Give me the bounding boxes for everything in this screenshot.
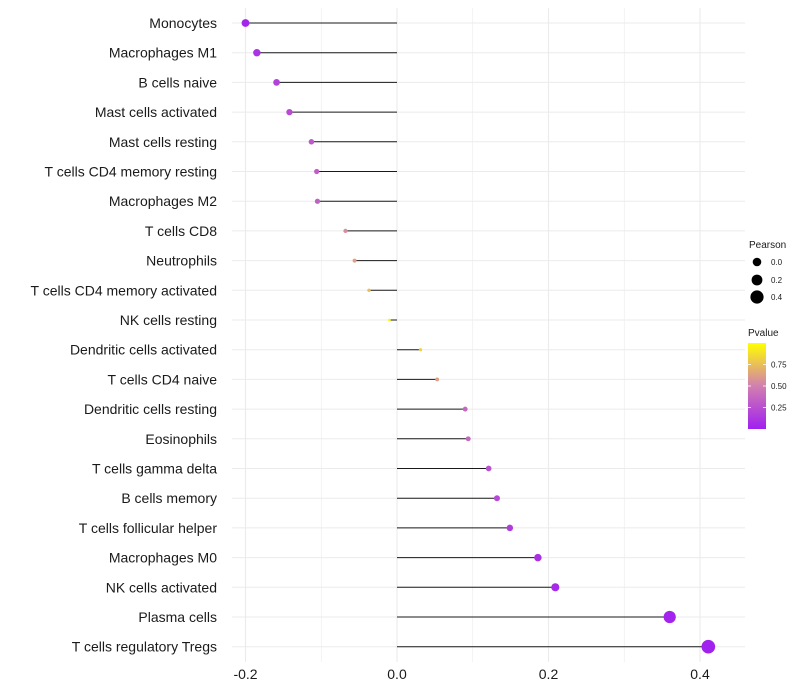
point-t-cells-cd4-memory-resting: [314, 168, 320, 175]
point-t-cells-follicular-helper: [506, 524, 514, 532]
legend: Pearson 0.0 0.2 0.4 Pvalue 0.75 0.50 0.25: [748, 240, 787, 429]
point-t-cells-gamma-delta: [485, 465, 492, 472]
category-label-monocytes: Monocytes: [149, 15, 217, 31]
color-legend-label: 0.25: [771, 404, 787, 413]
point-b-cells-naive: [273, 79, 280, 86]
size-legend-dot: [750, 290, 764, 304]
category-label-plasma-cells: Plasma cells: [138, 609, 217, 625]
color-legend-label: 0.50: [771, 382, 787, 391]
point-eosinophils: [465, 436, 471, 442]
color-legend-title: Pvalue: [748, 328, 779, 339]
point-t-cells-cd8: [343, 228, 348, 234]
point-b-cells-memory: [493, 495, 500, 502]
point-monocytes: [241, 19, 250, 27]
point-t-cells-cd4-memory-activated: [367, 288, 371, 293]
point-t-cells-regulatory-tregs: [701, 639, 716, 654]
point-macrophages-m1: [253, 48, 261, 57]
size-legend-dot: [752, 257, 762, 267]
category-label-t-cells-cd8: T cells CD8: [145, 223, 217, 239]
category-label-eosinophils: Eosinophils: [145, 431, 217, 447]
x-tick-label: 0.0: [387, 666, 407, 682]
category-label-nk-cells-resting: NK cells resting: [120, 312, 217, 328]
stem-layer: [245, 22, 709, 648]
point-dendritic-cells-resting: [462, 406, 468, 412]
category-label-dendritic-cells-activated: Dendritic cells activated: [70, 342, 217, 358]
category-label-nk-cells-activated: NK cells activated: [106, 579, 217, 595]
category-label-t-cells-follicular-helper: T cells follicular helper: [79, 520, 218, 536]
category-label-b-cells-naive: B cells naive: [138, 74, 217, 90]
size-legend-items: 0.0 0.2 0.4: [750, 257, 783, 304]
category-label-macrophages-m2: Macrophages M2: [109, 193, 217, 209]
point-macrophages-m0: [534, 553, 542, 562]
point-neutrophils: [352, 258, 357, 263]
category-label-t-cells-cd4-memory-resting: T cells CD4 memory resting: [45, 164, 217, 180]
size-legend-dot: [751, 274, 763, 286]
point-mast-cells-activated: [286, 108, 293, 116]
category-label-neutrophils: Neutrophils: [146, 253, 217, 269]
point-nk-cells-activated: [551, 583, 560, 592]
grid-layer: [232, 8, 745, 662]
size-legend-label: 0.2: [771, 276, 783, 285]
category-labels: Monocytes Macrophages M1 B cells naive Mast…: [31, 15, 218, 655]
color-legend-items: 0.75 0.50 0.25: [748, 361, 787, 413]
x-tick-label: -0.2: [233, 666, 257, 682]
size-legend-label: 0.0: [771, 258, 783, 267]
point-mast-cells-resting: [308, 139, 315, 145]
category-label-t-cells-gamma-delta: T cells gamma delta: [92, 461, 217, 477]
point-layer: [241, 19, 716, 654]
x-tick-label: 0.4: [690, 666, 710, 682]
point-macrophages-m2: [314, 198, 321, 204]
x-tick-label: 0.2: [539, 666, 559, 682]
category-label-t-cells-cd4-naive: T cells CD4 naive: [108, 371, 218, 387]
category-label-b-cells-memory: B cells memory: [121, 490, 217, 506]
category-label-mast-cells-resting: Mast cells resting: [109, 134, 217, 150]
category-label-macrophages-m1: Macrophages M1: [109, 45, 217, 61]
size-legend-label: 0.4: [771, 293, 783, 302]
point-t-cells-cd4-naive: [435, 377, 440, 382]
point-plasma-cells: [663, 610, 676, 624]
category-label-mast-cells-activated: Mast cells activated: [95, 104, 217, 120]
point-nk-cells-resting: [388, 318, 391, 322]
category-label-dendritic-cells-resting: Dendritic cells resting: [84, 401, 217, 417]
x-axis-ticks: -0.2 0.0 0.2 0.4: [233, 666, 710, 682]
size-legend-title: Pearson: [749, 240, 786, 251]
color-legend-label: 0.75: [771, 361, 787, 370]
category-label-t-cells-cd4-memory-activated: T cells CD4 memory activated: [31, 282, 217, 298]
category-label-t-cells-regulatory-tregs: T cells regulatory Tregs: [72, 639, 217, 655]
pvalue-colorbar: [748, 343, 766, 429]
category-label-macrophages-m0: Macrophages M0: [109, 550, 217, 566]
point-dendritic-cells-activated: [418, 348, 423, 352]
